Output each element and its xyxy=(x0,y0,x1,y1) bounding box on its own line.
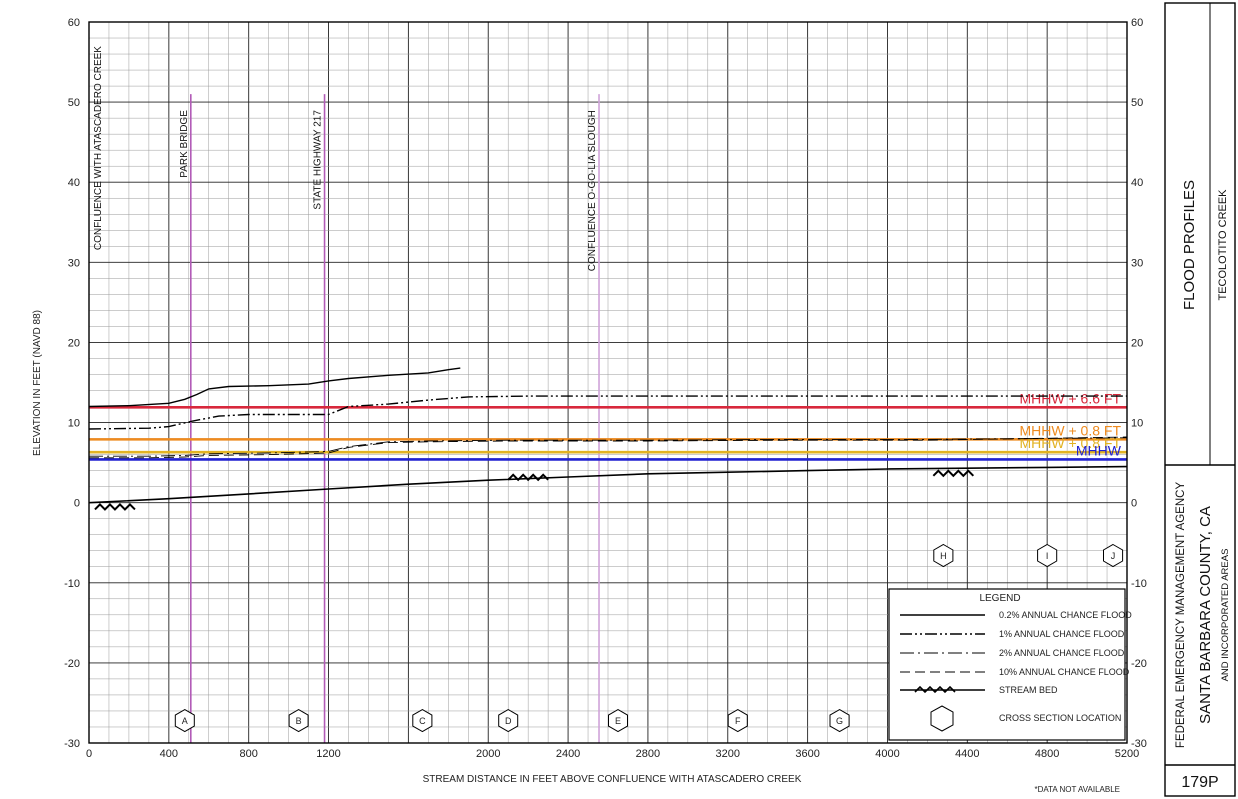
location-label: PARK BRIDGE xyxy=(179,110,190,178)
profile-series xyxy=(89,436,1128,459)
y-tick-label-right: -30 xyxy=(1131,738,1147,750)
profile-series xyxy=(88,367,461,408)
legend-title: LEGEND xyxy=(979,593,1020,604)
title-block-frame xyxy=(1164,2,1236,797)
profile-lines xyxy=(88,367,1128,511)
cross-section-label: E xyxy=(615,716,621,726)
cross-section-hexagon xyxy=(412,709,433,733)
y-tick-label-left: 30 xyxy=(68,257,80,269)
county-name: SANTA BARBARA COUNTY, CA xyxy=(1197,506,1214,724)
profile-series xyxy=(88,465,1128,504)
x-tick-label: 1200 xyxy=(316,748,340,760)
x-tick-label: 2400 xyxy=(556,748,580,760)
y-tick-label-left: -10 xyxy=(64,578,80,590)
stream-bed-marker xyxy=(94,503,136,511)
y-tick-label-left: 10 xyxy=(68,418,80,430)
cross-section-hexagon xyxy=(727,709,748,733)
location-label: STATE HIGHWAY 217 xyxy=(313,110,324,210)
cross-section-hexagon xyxy=(608,709,628,733)
y-tick-label-left: -20 xyxy=(64,658,80,670)
y-tick-label-left: 0 xyxy=(74,498,80,510)
panel-number: 179P xyxy=(1181,774,1218,791)
y-tick-label-left: 40 xyxy=(68,177,80,189)
cross-section-label: D xyxy=(505,716,512,726)
cross-section-markers: A B C D E F G H I J xyxy=(174,543,1124,733)
incorporated-areas: AND INCORPORATED AREAS xyxy=(1220,549,1231,682)
x-tick-label: 800 xyxy=(240,748,258,760)
reference-label: MHHW + 6.6 FT xyxy=(1019,390,1121,406)
profile-title: FLOOD PROFILES xyxy=(1181,180,1198,310)
x-tick-label: 3200 xyxy=(716,748,740,760)
y-tick-label-right: 0 xyxy=(1131,498,1137,510)
y-tick-label-right: -10 xyxy=(1131,578,1147,590)
stream-bed-marker xyxy=(507,473,549,482)
x-tick-label: 2000 xyxy=(476,748,500,760)
y-tick-label-right: 30 xyxy=(1131,257,1143,269)
legend-label-stream-bed: STREAM BED xyxy=(999,685,1058,695)
y-tick-label-right: -20 xyxy=(1131,658,1147,670)
location-label: CONFLUENCE O-GO-LIA SLOUGH xyxy=(587,110,598,271)
x-tick-label: 400 xyxy=(160,748,178,760)
location-label: CONFLUENCE WITH ATASCADERO CREEK xyxy=(93,46,104,250)
y-tick-label-left: -30 xyxy=(64,738,80,750)
cross-section-label: A xyxy=(182,716,188,726)
legend-label-0.2pct: 0.2% ANNUAL CHANCE FLOOD xyxy=(999,610,1132,620)
cross-section-hexagon xyxy=(174,709,195,733)
profile-series xyxy=(89,437,1128,457)
x-tick-label: 4000 xyxy=(875,748,899,760)
y-tick-label-right: 60 xyxy=(1131,17,1143,29)
agency-name: FEDERAL EMERGENCY MANAGEMENT AGENCY xyxy=(1175,482,1187,749)
x-tick-label: 0 xyxy=(86,748,92,760)
x-axis-title: STREAM DISTANCE IN FEET ABOVE CONFLUENCE… xyxy=(423,774,802,785)
cross-section-label: C xyxy=(419,716,426,726)
cross-section-hexagon xyxy=(829,709,850,733)
legend-bed-hatch xyxy=(914,685,956,694)
cross-section-label: I xyxy=(1046,551,1049,561)
cross-section-label: J xyxy=(1111,551,1116,561)
y-tick-label-right: 40 xyxy=(1131,177,1143,189)
stream-name: TECOLOTITO CREEK xyxy=(1217,189,1229,301)
y-tick-label-left: 50 xyxy=(68,97,80,109)
x-tick-label: 3600 xyxy=(795,748,819,760)
cross-section-hexagon xyxy=(1103,543,1124,568)
y-axis-title: ELEVATION IN FEET (NAVD 88) xyxy=(32,310,43,456)
profile-series xyxy=(88,395,1127,430)
x-tick-label: 4800 xyxy=(1035,748,1059,760)
y-tick-label-left: 20 xyxy=(68,337,80,349)
y-tick-label-right: 20 xyxy=(1131,337,1143,349)
y-tick-label-left: 60 xyxy=(68,17,80,29)
x-tick-label: 2800 xyxy=(636,748,660,760)
reference-label: MHHW xyxy=(1076,442,1122,458)
legend-label-cross-section: CROSS SECTION LOCATION xyxy=(999,713,1121,723)
reference-label: MHHW + 0.8 FT xyxy=(1019,435,1121,451)
legend-label-1pct: 1% ANNUAL CHANCE FLOOD xyxy=(999,629,1125,639)
cross-section-hexagon xyxy=(498,709,519,733)
cross-section-hexagon xyxy=(288,709,309,733)
x-tick-label: 5200 xyxy=(1115,748,1139,760)
tick-labels: 0 400 800 1200 2000 2400 2800 3200 3600 4000 4400 4… xyxy=(64,17,1147,760)
plot-frame xyxy=(88,21,1128,744)
legend: LEGEND 0.2% ANNUAL CHANCE FLOOD 1% ANNUA… xyxy=(888,588,1132,741)
legend-label-10pct: 10% ANNUAL CHANCE FLOOD xyxy=(999,667,1130,677)
legend-hexagon-icon xyxy=(930,705,954,732)
cross-section-hexagon xyxy=(1037,543,1058,568)
location-lines: CONFLUENCE WITH ATASCADERO CREEK PARK BRI… xyxy=(93,46,600,743)
y-tick-label-right: 50 xyxy=(1131,97,1143,109)
title-block: FLOOD PROFILES TECOLOTITO CREEK FEDERAL … xyxy=(1164,2,1236,797)
legend-box xyxy=(888,588,1126,741)
x-tick-label: 4400 xyxy=(955,748,979,760)
legend-label-2pct: 2% ANNUAL CHANCE FLOOD xyxy=(999,648,1125,658)
footnote: *DATA NOT AVAILABLE xyxy=(1034,785,1120,794)
cross-section-label: F xyxy=(735,716,741,726)
y-tick-label-right: 10 xyxy=(1131,418,1143,430)
reference-label: MHHW + 0.8 FT xyxy=(1019,422,1121,438)
cross-section-hexagon xyxy=(933,543,954,568)
cross-section-label: H xyxy=(940,551,947,561)
stream-bed-marker xyxy=(932,469,975,478)
cross-section-label: B xyxy=(296,716,302,726)
cross-section-label: G xyxy=(836,716,843,726)
